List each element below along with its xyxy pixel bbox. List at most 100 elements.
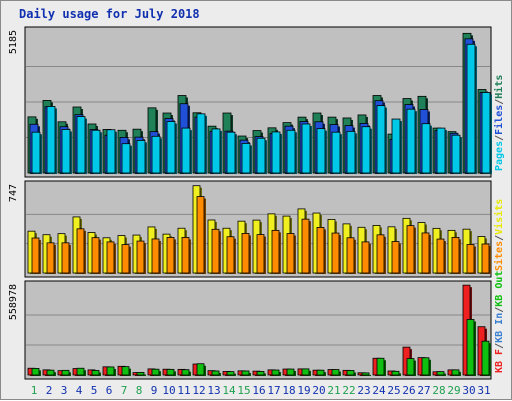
legend-entry: / — [494, 235, 505, 241]
bar-kb-out-day-21 — [331, 369, 341, 376]
bar-kb-out-day-12 — [196, 363, 206, 376]
legend-entry: Files — [493, 105, 505, 135]
bar-kb-out-day-4 — [76, 367, 86, 376]
x-tick-label: 27 — [417, 384, 430, 397]
x-tick-label: 19 — [297, 384, 310, 397]
bar-kb-out-day-27 — [421, 357, 431, 376]
x-tick-label: 7 — [121, 384, 128, 397]
bar-sites-day-18 — [286, 233, 296, 274]
bar-sites-day-25 — [391, 241, 401, 274]
x-tick-label: 25 — [387, 384, 400, 397]
bar-sites-day-30 — [466, 244, 476, 274]
bar-sites-day-5 — [91, 237, 101, 274]
bar-sites-day-4 — [76, 228, 86, 274]
x-tick-label: 23 — [357, 384, 370, 397]
bar-pages-day-10 — [166, 121, 177, 174]
bar-sites-day-24 — [376, 234, 386, 274]
bar-sites-day-14 — [226, 236, 236, 274]
bar-pages-day-5 — [91, 129, 102, 174]
x-tick-label: 6 — [106, 384, 113, 397]
bar-pages-day-4 — [76, 116, 87, 174]
bar-pages-day-12 — [196, 113, 207, 174]
x-tick-label: 3 — [61, 384, 68, 397]
bar-pages-day-29 — [451, 134, 462, 174]
bar-sites-day-8 — [136, 240, 146, 274]
bar-pages-day-8 — [136, 140, 147, 174]
bar-kb-out-day-2 — [46, 369, 56, 376]
bar-pages-day-19 — [301, 123, 312, 174]
x-tick-label: 13 — [207, 384, 220, 397]
bar-kb-out-day-3 — [61, 369, 71, 376]
x-tick-label: 28 — [432, 384, 445, 397]
bar-kb-out-day-30 — [466, 319, 476, 376]
x-tick-label: 5 — [91, 384, 98, 397]
bar-sites-day-7 — [121, 244, 131, 274]
x-tick-label: 16 — [252, 384, 265, 397]
bar-kb-out-day-31 — [481, 340, 491, 376]
x-tick-label: 11 — [177, 384, 190, 397]
bar-pages-day-26 — [406, 108, 417, 174]
bar-pages-day-6 — [106, 129, 117, 174]
legend-entry: / — [494, 307, 505, 313]
legend-text: KB F/KB In/KB Out — [494, 271, 505, 373]
bar-sites-day-13 — [211, 228, 221, 274]
bar-kb-out-day-7 — [121, 366, 131, 376]
bar-pages-day-18 — [286, 129, 297, 174]
x-tick-label: 14 — [222, 384, 236, 397]
bar-sites-day-26 — [406, 225, 416, 274]
bar-kb-out-day-24 — [376, 357, 386, 376]
bar-pages-day-28 — [436, 127, 447, 174]
legend-entry: Visits — [493, 199, 505, 235]
x-tick-label: 26 — [402, 384, 415, 397]
x-tick-label: 4 — [76, 384, 83, 397]
bar-sites-day-17 — [271, 229, 281, 274]
bar-kb-out-day-26 — [406, 358, 416, 376]
bar-sites-day-27 — [421, 232, 431, 274]
bar-pages-day-16 — [256, 137, 267, 174]
bar-sites-day-28 — [436, 238, 446, 274]
legend: Sites/Visits — [493, 199, 505, 271]
bar-pages-day-27 — [421, 123, 432, 174]
bar-sites-day-31 — [481, 243, 491, 274]
bar-sites-day-15 — [241, 233, 251, 274]
bar-pages-day-11 — [181, 127, 192, 174]
x-tick-label: 22 — [342, 384, 355, 397]
bar-pages-day-2 — [46, 106, 57, 174]
bar-sites-day-22 — [346, 237, 356, 274]
bar-kb-out-day-16 — [256, 371, 266, 376]
x-tick-label: 12 — [192, 384, 205, 397]
bar-sites-day-29 — [451, 237, 461, 274]
legend: Pages/Files/Hits — [493, 75, 505, 171]
bar-pages-day-30 — [466, 43, 477, 174]
bar-pages-day-21 — [331, 131, 342, 174]
bar-sites-day-23 — [361, 241, 371, 274]
bar-kb-out-day-29 — [451, 369, 461, 376]
bar-kb-out-day-6 — [106, 366, 116, 376]
x-tick-label: 17 — [267, 384, 280, 397]
bar-kb-out-day-28 — [436, 371, 446, 376]
legend: KB F/KB In/KB Out — [494, 271, 505, 373]
bar-kb-out-day-19 — [301, 368, 311, 376]
bar-sites-day-10 — [166, 237, 176, 274]
legend-text: Sites/Visits — [493, 199, 505, 271]
legend-entry: / — [494, 99, 505, 105]
bar-pages-day-23 — [361, 126, 372, 174]
y-max-label: 558978 — [8, 284, 19, 320]
x-tick-label: 21 — [327, 384, 340, 397]
bar-kb-out-day-15 — [241, 370, 251, 376]
legend-text: Pages/Files/Hits — [493, 75, 505, 171]
bar-pages-day-7 — [121, 143, 132, 174]
bar-pages-day-31 — [481, 92, 492, 174]
bar-pages-day-15 — [241, 143, 252, 174]
bar-kb-out-day-14 — [226, 371, 236, 376]
x-tick-label: 29 — [447, 384, 460, 397]
bar-sites-day-1 — [31, 237, 41, 274]
legend-entry: Pages — [494, 141, 505, 171]
bar-pages-day-9 — [151, 135, 162, 174]
bar-sites-day-9 — [151, 238, 161, 274]
legend-entry: / — [494, 343, 505, 349]
bar-sites-day-21 — [331, 232, 341, 274]
bar-kb-out-day-23 — [361, 372, 371, 376]
bar-pages-day-1 — [31, 131, 42, 174]
